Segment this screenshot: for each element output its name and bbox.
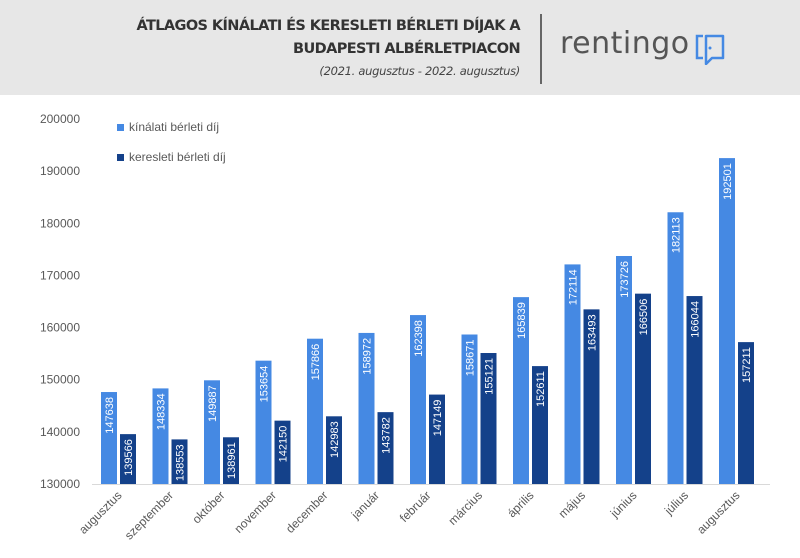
offer-bar <box>307 338 323 484</box>
legend-swatch <box>117 124 124 131</box>
data-label: 157866 <box>310 344 322 381</box>
y-tick-label: 140000 <box>40 425 80 439</box>
offer-bar <box>204 380 220 484</box>
demand-bar <box>686 296 703 484</box>
y-tick-label: 150000 <box>40 373 80 387</box>
offer-bar <box>410 315 426 484</box>
demand-bar <box>738 342 754 484</box>
demand-bar <box>429 394 445 484</box>
demand-bar <box>480 353 497 484</box>
data-label: 153654 <box>259 366 271 403</box>
x-tick-label: február <box>397 488 434 525</box>
data-label: 166044 <box>690 301 702 338</box>
y-tick-label: 180000 <box>40 216 80 230</box>
data-label: 142150 <box>278 426 290 463</box>
x-tick-label: december <box>283 488 331 536</box>
demand-bar <box>635 293 651 484</box>
data-label: 147638 <box>104 397 116 434</box>
x-tick-label: május <box>556 488 589 521</box>
offer-bar <box>667 212 684 484</box>
offer-bar <box>513 297 529 484</box>
y-tick-label: 190000 <box>40 164 80 178</box>
bars: 147638 139566 148334 138553 149887 138961 1536… <box>101 158 754 484</box>
x-tick-label: március <box>446 488 486 528</box>
x-tick-label: április <box>505 488 537 520</box>
header: ÁTLAGOS KÍNÁLATI ÉS KERESLETI BÉRLETI DÍ… <box>0 0 800 95</box>
x-tick-label: október <box>189 488 227 526</box>
title-line-1: ÁTLAGOS KÍNÁLATI ÉS KERESLETI BÉRLETI DÍ… <box>136 18 520 34</box>
x-tick-label: november <box>231 488 279 536</box>
data-label: 173726 <box>619 261 631 298</box>
demand-bar <box>326 416 342 484</box>
chart-subtitle: (2021. augusztus - 2022. augusztus) <box>319 64 520 78</box>
door-logo-icon <box>695 34 725 65</box>
legend: kínálati bérleti díj keresleti bérleti dí… <box>117 120 226 164</box>
x-tick-label: június <box>607 488 640 521</box>
data-label: 182113 <box>671 217 683 253</box>
data-label: 162398 <box>413 320 425 357</box>
data-label: 147149 <box>432 400 444 437</box>
offer-bar <box>616 256 632 484</box>
x-tick-label: január <box>348 488 382 522</box>
offer-bar <box>564 264 581 484</box>
y-tick-label: 160000 <box>40 321 80 335</box>
data-label: 142983 <box>329 421 341 458</box>
data-label: 158671 <box>465 340 477 377</box>
divider <box>540 14 542 84</box>
data-label: 152611 <box>535 371 547 407</box>
data-label: 138553 <box>175 444 187 481</box>
data-label: 165839 <box>516 302 528 339</box>
demand-bar <box>377 412 394 484</box>
demand-bar <box>223 437 239 484</box>
offer-bar <box>719 158 735 484</box>
offer-bar <box>461 334 478 484</box>
x-tick-label: július <box>661 488 691 518</box>
data-label: 163493 <box>587 314 599 351</box>
legend-swatch <box>117 154 124 161</box>
data-label: 149887 <box>207 385 219 422</box>
offer-bar <box>358 332 375 484</box>
chart-title: ÁTLAGOS KÍNÁLATI ÉS KERESLETI BÉRLETI DÍ… <box>136 15 520 61</box>
offer-bar <box>101 392 117 484</box>
demand-bar <box>583 309 600 484</box>
data-label: 139566 <box>123 439 135 476</box>
x-tick-label: augusztus <box>76 488 125 537</box>
data-label: 172114 <box>568 269 580 305</box>
offer-bar <box>152 388 169 484</box>
data-label: 138961 <box>226 442 238 479</box>
data-label: 143782 <box>381 417 393 454</box>
legend-label: keresleti bérleti díj <box>129 150 226 164</box>
y-tick-label: 130000 <box>40 477 80 491</box>
data-label: 166506 <box>638 299 650 336</box>
y-tick-label: 170000 <box>40 268 80 282</box>
demand-bar <box>120 434 136 484</box>
demand-bar <box>274 420 291 484</box>
data-label: 157211 <box>741 347 753 383</box>
title-line-2: BUDAPESTI ALBÉRLETPIACON <box>293 41 521 57</box>
demand-bar <box>171 439 188 484</box>
y-tick-label: 200000 <box>40 112 80 126</box>
data-label: 158972 <box>362 338 374 375</box>
data-label: 192501 <box>722 163 734 200</box>
x-tick-label: augusztus <box>694 488 743 537</box>
demand-bar <box>532 366 548 484</box>
offer-bar <box>255 360 272 484</box>
x-tick-label: szeptember <box>122 488 176 542</box>
data-label: 155121 <box>484 358 496 395</box>
legend-label: kínálati bérleti díj <box>129 120 219 134</box>
data-label: 148334 <box>156 393 168 430</box>
y-axis: 130000 140000 150000 160000 170000 180000 1900… <box>40 112 80 491</box>
logo-text: rentingo <box>560 26 690 61</box>
